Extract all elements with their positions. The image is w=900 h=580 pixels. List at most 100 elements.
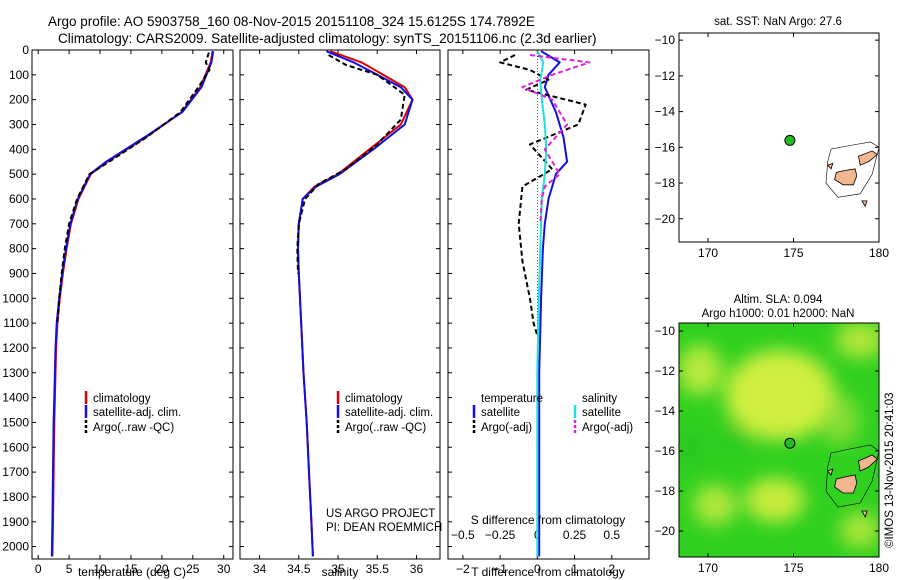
map-y-tick-label: −20 bbox=[655, 524, 676, 538]
island bbox=[827, 468, 834, 476]
x-tick-label: 34.5 bbox=[287, 562, 311, 576]
y-tick-label: 1500 bbox=[2, 415, 29, 429]
map-y-tick-label: −10 bbox=[655, 324, 676, 338]
difference-y-ticks bbox=[448, 49, 649, 548]
y-tick-label: 1100 bbox=[3, 316, 29, 330]
y-tick-label: 1400 bbox=[2, 391, 29, 405]
figure-title-line2: Climatology: CARS2009. Satellite-adjuste… bbox=[58, 31, 597, 46]
y-tick-label: 400 bbox=[9, 142, 29, 156]
sst-map-panel: sat. SST: NaN Argo: 27.6 170 175 180 −10 −1… bbox=[655, 16, 890, 260]
difference-series bbox=[499, 50, 591, 559]
difference-s-ticks: −0.5 −0.25 0 0.25 0.5 bbox=[451, 528, 620, 542]
x-tick-label: 0 bbox=[35, 562, 42, 576]
sla-map-x-ticks: 170 175 180 bbox=[698, 323, 889, 575]
legend-title-salinity: salinity bbox=[582, 393, 617, 405]
series-line-salinity-satellite bbox=[536, 50, 548, 557]
legend-label-climatology: climatology bbox=[345, 393, 403, 405]
sst-map-x-ticks: 170 175 180 bbox=[698, 33, 889, 260]
sla-map-argo-marker bbox=[784, 437, 796, 449]
map-x-tick-label: 170 bbox=[698, 561, 718, 575]
y-tick-label: 0 bbox=[22, 43, 29, 57]
map-y-tick-label: −18 bbox=[655, 176, 676, 190]
y-tick-label: 300 bbox=[9, 117, 29, 131]
map-y-tick-label: −12 bbox=[655, 69, 676, 83]
temperature-plot-frame bbox=[31, 49, 234, 560]
y-tick-label: 1200 bbox=[2, 341, 29, 355]
island bbox=[861, 200, 868, 208]
salinity-x-ticks: 34 34.5 35 35.5 36 bbox=[253, 50, 424, 576]
map-x-tick-label: 180 bbox=[869, 561, 889, 575]
series-line-temperature-argo-adj- bbox=[499, 54, 587, 336]
sla-map-frame bbox=[678, 322, 880, 558]
x-tick-label: 34 bbox=[253, 562, 267, 576]
y-tick-label: 1700 bbox=[2, 465, 29, 479]
x-tick-label: 20 bbox=[155, 562, 169, 576]
y-tick-label: 1300 bbox=[2, 366, 29, 380]
salinity-series bbox=[296, 50, 414, 557]
sst-map-argo-marker bbox=[784, 134, 796, 146]
x-tick-label: 2 bbox=[608, 562, 615, 576]
project-note: US ARGO PROJECT bbox=[326, 508, 435, 520]
y-tick-label: 1600 bbox=[2, 440, 29, 454]
y-tick-label: 500 bbox=[9, 167, 29, 181]
salinity-x-label: salinity bbox=[322, 565, 359, 579]
map-y-tick-label: −18 bbox=[655, 484, 676, 498]
series-line-climatology bbox=[51, 51, 214, 557]
map-y-tick-label: −16 bbox=[655, 444, 676, 458]
x-tick-label: 1 bbox=[571, 562, 578, 576]
sla-blob bbox=[820, 395, 860, 445]
island bbox=[861, 510, 868, 519]
y-tick-label: 200 bbox=[9, 93, 29, 107]
sla-blob bbox=[717, 425, 753, 455]
sst-map-title: sat. SST: NaN Argo: 27.6 bbox=[714, 16, 842, 28]
s-tick-label: 0.5 bbox=[603, 528, 620, 542]
pi-note: PI: DEAN ROEMMICH bbox=[326, 522, 442, 534]
map-y-tick-label: −16 bbox=[655, 140, 676, 154]
y-tick-label: 700 bbox=[9, 217, 29, 231]
legend-label-s-satellite: satellite bbox=[582, 407, 621, 419]
map-y-tick-label: −10 bbox=[655, 33, 676, 47]
sla-blob bbox=[835, 323, 879, 358]
x-tick-label: 30 bbox=[217, 562, 231, 576]
legend-label-satellite: satellite-adj. clim. bbox=[93, 407, 181, 419]
salinity-y-ticks bbox=[240, 49, 440, 548]
y-tick-label: 100 bbox=[9, 68, 29, 82]
y-tick-label: 1800 bbox=[2, 490, 29, 504]
legend-title-temperature: temperature bbox=[481, 393, 543, 405]
temperature-x-label: temperature (deg C) bbox=[78, 565, 186, 579]
map-y-tick-label: −12 bbox=[655, 364, 676, 378]
sla-blob bbox=[693, 485, 737, 525]
sla-blob bbox=[679, 428, 706, 472]
legend-label-climatology: climatology bbox=[93, 393, 151, 405]
sla-map-y-ticks: −10 −12 −14 −16 −18 −20 bbox=[655, 324, 879, 538]
map-y-tick-label: −14 bbox=[655, 404, 676, 418]
map-x-tick-label: 175 bbox=[784, 246, 804, 260]
island bbox=[858, 150, 878, 166]
legend-label-argo: Argo(..raw -QC) bbox=[93, 422, 174, 434]
x-tick-label: 25 bbox=[186, 562, 200, 576]
legend-label-argo: Argo(..raw -QC) bbox=[345, 422, 426, 434]
reef-outline bbox=[825, 444, 879, 508]
series-line-climatology bbox=[297, 50, 414, 557]
y-tick-label: 900 bbox=[9, 266, 29, 280]
sst-map-frame bbox=[678, 32, 880, 243]
x-tick-label: 35.5 bbox=[366, 562, 390, 576]
island bbox=[858, 454, 878, 472]
difference-plot-frame bbox=[447, 49, 650, 560]
difference-s-label: S difference from climatology bbox=[471, 513, 626, 527]
difference-legend: temperature salinity satellite Argo(-adj… bbox=[472, 393, 633, 434]
sla-map-field bbox=[679, 323, 879, 557]
series-line-satellite-adj-clim- bbox=[297, 50, 414, 557]
series-line-temperature-satellite bbox=[538, 50, 569, 557]
sla-blob bbox=[840, 512, 879, 548]
map-x-tick-label: 175 bbox=[784, 561, 804, 575]
legend-label-satellite: satellite-adj. clim. bbox=[345, 407, 433, 419]
difference-t-ticks: −2 −1 0 1 2 bbox=[456, 50, 615, 576]
temperature-legend: climatology satellite-adj. clim. Argo(..… bbox=[84, 391, 181, 434]
x-tick-label: 36 bbox=[410, 562, 424, 576]
sla-blob bbox=[745, 478, 805, 522]
series-line-argo-raw-qc- bbox=[296, 54, 406, 274]
island bbox=[826, 162, 834, 170]
sla-map-blobs bbox=[679, 323, 879, 548]
